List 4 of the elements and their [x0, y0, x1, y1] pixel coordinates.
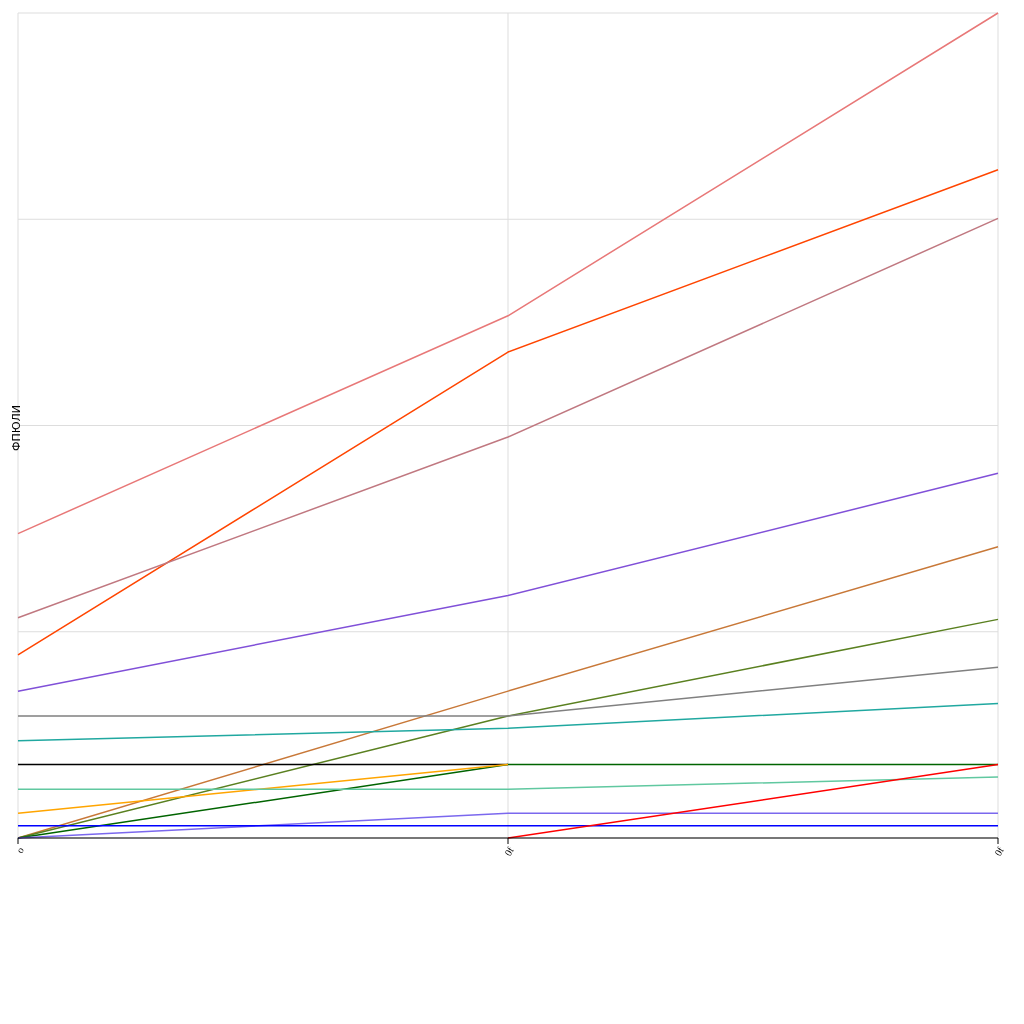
x-tick-label: 0f [502, 844, 517, 858]
x-tick-label: o [13, 845, 26, 855]
y-axis-title: ФПЮЛИ [10, 404, 23, 452]
x-tick-label: 0f [992, 844, 1007, 858]
